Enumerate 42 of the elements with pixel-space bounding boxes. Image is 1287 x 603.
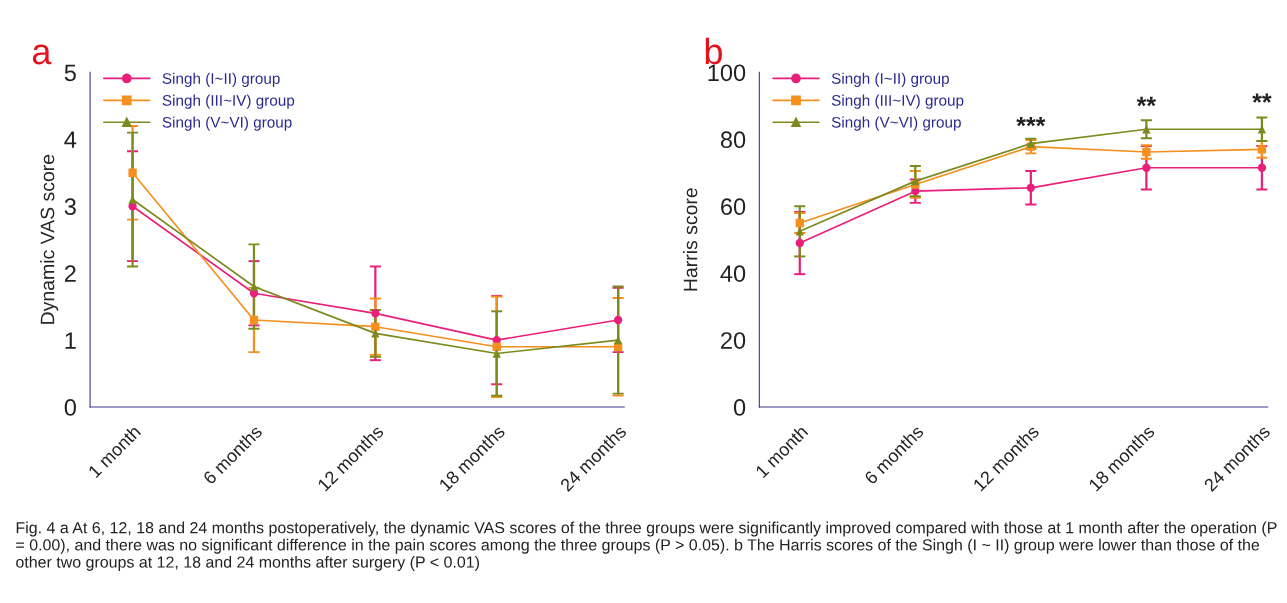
y-tick-label: 4 xyxy=(64,131,77,148)
y-tick-label: 3 xyxy=(64,198,76,216)
y-tick-label: 40 xyxy=(720,265,746,282)
point xyxy=(492,349,501,358)
point xyxy=(1142,163,1151,172)
annotation: ** xyxy=(1252,93,1272,103)
chart-title: b xyxy=(705,37,722,65)
y-tick-label: 60 xyxy=(721,198,746,216)
annotation: ** xyxy=(1136,96,1157,107)
point xyxy=(1257,163,1267,172)
point xyxy=(128,195,137,204)
point xyxy=(371,322,380,331)
annotation: *** xyxy=(1016,116,1046,127)
point xyxy=(128,168,137,177)
point xyxy=(795,238,804,248)
y-tick-label: 100 xyxy=(708,64,746,82)
legend-label: Singh (III~IV) group xyxy=(162,94,295,109)
point xyxy=(1142,125,1151,134)
point xyxy=(371,309,380,318)
y-axis-title: Harris score xyxy=(683,188,698,291)
y-tick-label: 0 xyxy=(64,399,76,416)
y-tick-label: 20 xyxy=(721,332,746,349)
point xyxy=(249,315,259,325)
legend-label: Singh (III~IV) group xyxy=(831,94,964,109)
point xyxy=(1026,183,1036,192)
y-tick-label: 80 xyxy=(720,131,746,149)
chart-title: a xyxy=(32,44,52,65)
point xyxy=(371,329,380,338)
y-tick-label: 2 xyxy=(64,265,76,282)
legend-label: Singh (I~II) group xyxy=(831,72,949,87)
point xyxy=(795,218,804,228)
point xyxy=(1257,145,1267,154)
point xyxy=(613,315,623,325)
y-tick-label: 1 xyxy=(65,332,76,349)
legend-label: Singh (V~VI) group xyxy=(831,116,961,131)
point xyxy=(492,342,501,351)
y-axis-title: Dynamic VAS score xyxy=(40,154,59,324)
legend-label: Singh (I~II) group xyxy=(162,72,280,87)
caption: Fig. 4 a At 6, 12, 18 and 24 months postoperatively, the dynamic VAS scores of the three groups were significantly improved compared with those at 1 month after the operation (P = 0.00), and there was no significant difference in the pain scores among the three groups (P > 0.05). b The Harris scores of the Singh (I ~ II) group were lower than those of the other two groups at 12, 18 and 24 months after surgery (P < 0.01) xyxy=(16,521,1277,571)
y-tick-label: 0 xyxy=(733,399,746,416)
legend-label: Singh (V~VI) group xyxy=(162,116,292,131)
y-tick-label: 5 xyxy=(64,64,76,82)
